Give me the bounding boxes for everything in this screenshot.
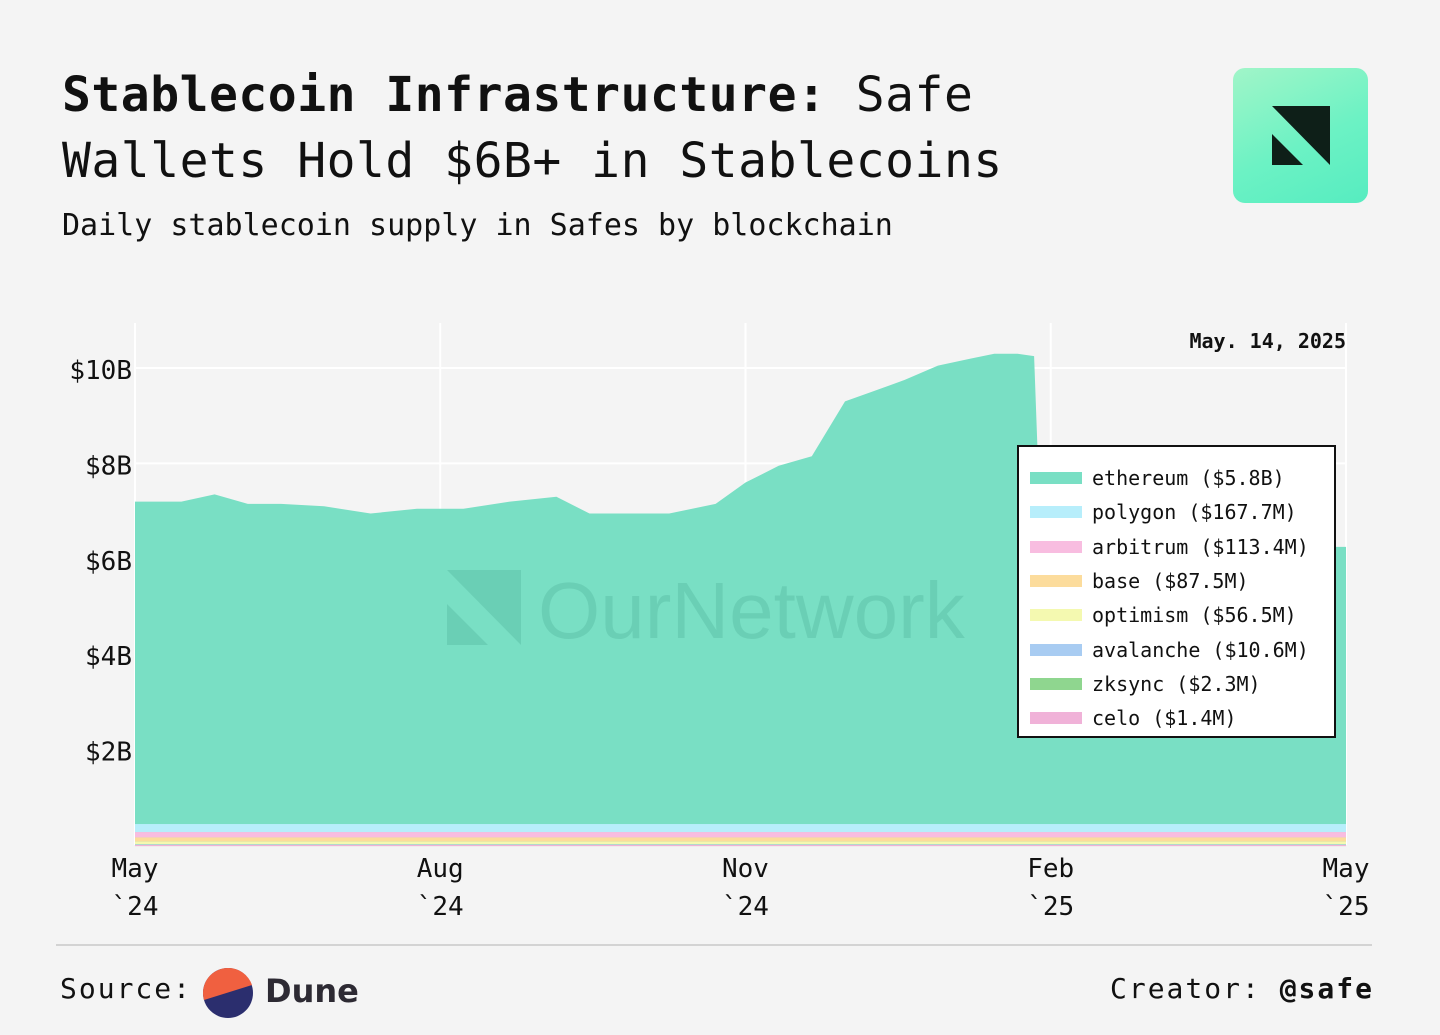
legend: ethereum ($5.8B) polygon ($167.7M) arbitru… <box>1017 445 1336 738</box>
legend-item-polygon[interactable]: polygon ($167.7M) <box>1019 495 1334 529</box>
chart-title: Stablecoin Infrastructure: Safe Wallets … <box>62 62 1142 194</box>
series-area-base <box>135 837 1346 842</box>
series-area-celo <box>135 844 1346 847</box>
legend-swatch <box>1030 677 1082 690</box>
legend-item-celo[interactable]: celo ($1.4M) <box>1019 701 1334 735</box>
source-label: Source: <box>60 972 193 1005</box>
legend-swatch <box>1030 540 1082 553</box>
source-name[interactable]: Dune <box>265 972 359 1010</box>
safe-logo-icon <box>1272 106 1330 165</box>
legend-swatch <box>1030 643 1082 656</box>
series-area-polygon <box>135 824 1346 833</box>
legend-item-avalanche[interactable]: avalanche ($10.6M) <box>1019 632 1334 666</box>
legend-item-zksync[interactable]: zksync ($2.3M) <box>1019 667 1334 701</box>
legend-label: celo ($1.4M) <box>1092 706 1237 731</box>
legend-label: base ($87.5M) <box>1092 569 1249 594</box>
legend-swatch <box>1030 506 1082 519</box>
x-tick-label-month: May <box>1323 854 1370 884</box>
series-area-optimism <box>135 841 1346 845</box>
axes: $2B $4B $6B $8B $10B May `24 Aug `24 Nov `24 Feb `25… <box>69 356 1369 922</box>
x-tick-label-year: `25 <box>1323 892 1370 922</box>
chart-title-rest: Safe Wallets Hold $6B+ in Stablecoins <box>62 67 1003 189</box>
legend-label: avalanche ($10.6M) <box>1092 637 1309 662</box>
y-tick-label: $4B <box>85 642 132 672</box>
ournetwork-logo-icon <box>447 570 521 645</box>
legend-swatch <box>1030 712 1082 725</box>
y-tick-label: $8B <box>85 451 132 481</box>
legend-label: ethereum ($5.8B) <box>1092 466 1285 491</box>
watermark: OurNetwork <box>447 566 966 655</box>
y-tick-label: $2B <box>85 738 132 768</box>
legend-label: optimism ($56.5M) <box>1092 603 1297 628</box>
ournetwork-logo-icon-small <box>447 604 488 645</box>
x-tick-label-month: Feb <box>1027 854 1074 884</box>
legend-swatch <box>1030 609 1082 622</box>
x-tick-label-year: `24 <box>722 892 769 922</box>
chart-title-bold: Stablecoin Infrastructure: <box>62 67 827 123</box>
x-tick-label-month: May <box>112 854 159 884</box>
footer-divider <box>56 944 1372 946</box>
y-tick-label: $6B <box>85 547 132 577</box>
creator-label: Creator: <box>1109 972 1261 1005</box>
legend-item-ethereum[interactable]: ethereum ($5.8B) <box>1019 461 1334 495</box>
x-tick-label-month: Aug <box>417 854 464 884</box>
legend-swatch <box>1030 472 1082 485</box>
dune-logo-icon <box>203 968 253 1018</box>
legend-swatch <box>1030 575 1082 588</box>
safe-logo <box>1233 68 1368 203</box>
legend-label: polygon ($167.7M) <box>1092 500 1297 525</box>
legend-item-arbitrum[interactable]: arbitrum ($113.4M) <box>1019 530 1334 564</box>
x-tick-label-year: `24 <box>112 892 159 922</box>
x-tick-label-year: `24 <box>417 892 464 922</box>
legend-label: zksync ($2.3M) <box>1092 671 1261 696</box>
creator-credit: Creator: @safe <box>1110 972 1374 1005</box>
legend-label: arbitrum ($113.4M) <box>1092 534 1309 559</box>
watermark-text: OurNetwork <box>538 566 966 655</box>
creator-handle[interactable]: @safe <box>1279 972 1374 1005</box>
date-annotation: May. 14, 2025 <box>1189 329 1346 353</box>
series-area-arbitrum <box>135 832 1346 838</box>
legend-item-base[interactable]: base ($87.5M) <box>1019 564 1334 598</box>
y-tick-label: $10B <box>69 356 132 386</box>
x-tick-label-year: `25 <box>1027 892 1074 922</box>
legend-item-optimism[interactable]: optimism ($56.5M) <box>1019 598 1334 632</box>
x-tick-label-month: Nov <box>722 854 769 884</box>
chart-subtitle: Daily stablecoin supply in Safes by bloc… <box>62 208 893 243</box>
